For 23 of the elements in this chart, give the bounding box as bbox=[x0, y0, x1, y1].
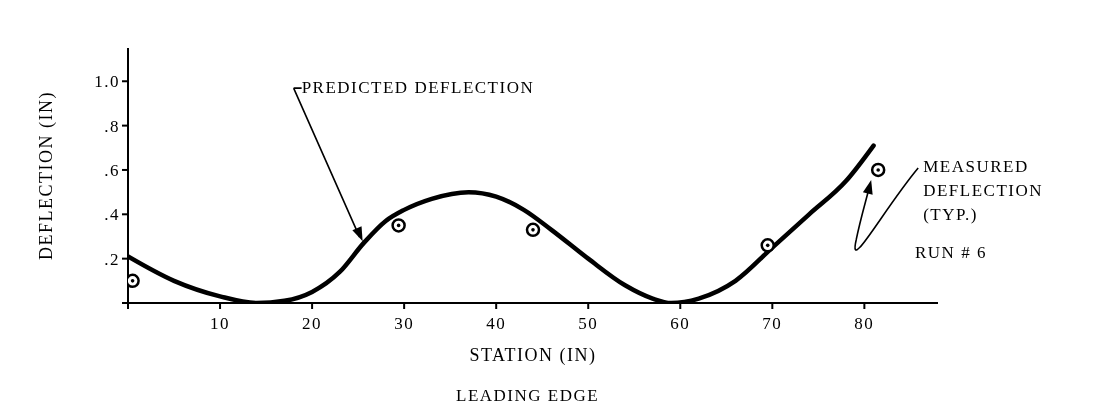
annotation: PREDICTED DEFLECTION bbox=[301, 78, 535, 98]
y-tick-label: .8 bbox=[104, 116, 120, 136]
y-axis-title: DEFLECTION (IN) bbox=[36, 91, 58, 260]
text: LEADING EDGE bbox=[456, 386, 600, 406]
x-tick-label: 20 bbox=[302, 314, 323, 334]
annotation: RUN # 6 bbox=[915, 243, 987, 263]
x-axis-title: STATION (IN) bbox=[469, 344, 597, 366]
y-tick-label: .4 bbox=[104, 205, 120, 225]
x-tick-label: 50 bbox=[578, 314, 599, 334]
x-tick-label: 60 bbox=[670, 314, 691, 334]
x-tick-label: 30 bbox=[394, 314, 415, 334]
point bbox=[760, 238, 775, 253]
point bbox=[870, 162, 886, 178]
annotation: MEASURED DEFLECTION (TYP.) bbox=[923, 156, 1043, 224]
y-tick-label: .2 bbox=[104, 249, 120, 269]
y-tick-label: .6 bbox=[104, 160, 120, 180]
y-tick-label: 1.0 bbox=[94, 72, 120, 92]
x-tick-label: 70 bbox=[762, 314, 783, 334]
x-tick-label: 40 bbox=[486, 314, 507, 334]
x-tick-label: 10 bbox=[210, 314, 231, 334]
point bbox=[525, 222, 541, 238]
x-tick-label: 80 bbox=[854, 314, 875, 334]
point bbox=[391, 218, 406, 233]
